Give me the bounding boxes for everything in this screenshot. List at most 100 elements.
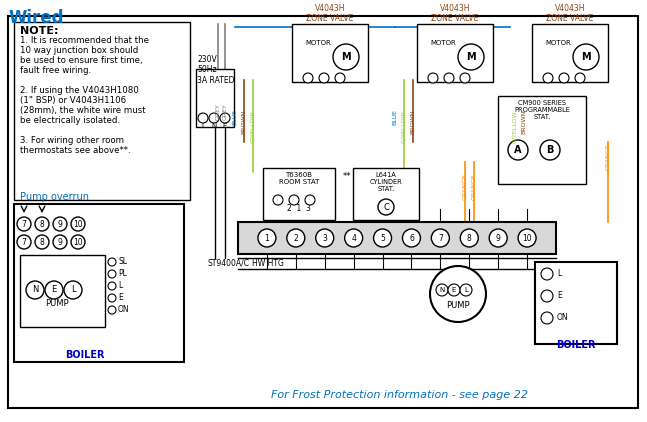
Text: fault free wiring.: fault free wiring. xyxy=(20,66,91,75)
Bar xyxy=(263,168,335,220)
Circle shape xyxy=(432,229,450,247)
Text: HW HTG: HW HTG xyxy=(252,259,284,268)
Text: 3. For wiring other room: 3. For wiring other room xyxy=(20,136,124,145)
Circle shape xyxy=(53,235,67,249)
Text: Pump overrun: Pump overrun xyxy=(20,192,89,202)
Bar xyxy=(238,222,556,254)
Circle shape xyxy=(460,229,478,247)
Text: 3: 3 xyxy=(322,233,327,243)
Circle shape xyxy=(35,235,49,249)
Circle shape xyxy=(541,290,553,302)
Circle shape xyxy=(305,195,315,205)
Text: PUMP: PUMP xyxy=(446,301,470,311)
Text: be electrically isolated.: be electrically isolated. xyxy=(20,116,120,125)
Bar xyxy=(535,262,617,344)
Circle shape xyxy=(460,284,472,296)
Text: 9: 9 xyxy=(58,238,63,246)
Circle shape xyxy=(428,73,438,83)
Circle shape xyxy=(540,140,560,160)
Text: be used to ensure first time,: be used to ensure first time, xyxy=(20,56,142,65)
Circle shape xyxy=(543,73,553,83)
Bar xyxy=(498,96,586,184)
Circle shape xyxy=(573,44,599,70)
Text: ON: ON xyxy=(557,314,569,322)
Text: Wired: Wired xyxy=(8,9,63,27)
Text: N: N xyxy=(439,287,444,293)
Circle shape xyxy=(45,281,63,299)
Text: 8: 8 xyxy=(39,238,45,246)
Text: L641A
CYLINDER
STAT.: L641A CYLINDER STAT. xyxy=(369,172,402,192)
Circle shape xyxy=(575,73,585,83)
Bar xyxy=(20,255,105,327)
Text: MOTOR: MOTOR xyxy=(545,40,571,46)
Bar xyxy=(532,24,608,82)
Text: N: N xyxy=(32,286,38,295)
Text: thermostats see above**.: thermostats see above**. xyxy=(20,146,131,155)
Text: 7: 7 xyxy=(438,233,443,243)
Text: **: ** xyxy=(343,172,351,181)
Text: 4: 4 xyxy=(351,233,356,243)
Text: BROWN: BROWN xyxy=(241,110,247,134)
Circle shape xyxy=(559,73,569,83)
Circle shape xyxy=(64,281,82,299)
Circle shape xyxy=(53,217,67,231)
Bar xyxy=(14,22,190,200)
Text: ORANGE: ORANGE xyxy=(606,143,611,170)
Text: 2. If using the V4043H1080: 2. If using the V4043H1080 xyxy=(20,86,138,95)
Circle shape xyxy=(108,294,116,302)
Circle shape xyxy=(541,312,553,324)
Text: E: E xyxy=(223,123,227,129)
Circle shape xyxy=(335,73,345,83)
Text: 2: 2 xyxy=(294,233,298,243)
Text: SL: SL xyxy=(118,257,127,267)
Text: 7: 7 xyxy=(21,238,27,246)
Text: 1. It is recommended that the: 1. It is recommended that the xyxy=(20,36,149,45)
Text: 8: 8 xyxy=(467,233,472,243)
Circle shape xyxy=(316,229,334,247)
Text: 7: 7 xyxy=(21,219,27,228)
Circle shape xyxy=(289,195,299,205)
Text: E: E xyxy=(118,293,123,303)
Circle shape xyxy=(430,266,486,322)
Text: BOILER: BOILER xyxy=(65,350,105,360)
Text: 10: 10 xyxy=(73,219,83,228)
Text: 5: 5 xyxy=(380,233,385,243)
Text: 10: 10 xyxy=(522,233,532,243)
Circle shape xyxy=(35,217,49,231)
Text: ST9400A/C: ST9400A/C xyxy=(207,259,249,268)
Text: V4043H
ZONE VALVE
HTG1: V4043H ZONE VALVE HTG1 xyxy=(306,4,354,34)
Text: G/YELLOW: G/YELLOW xyxy=(250,111,256,143)
Circle shape xyxy=(273,195,283,205)
Circle shape xyxy=(345,229,362,247)
Text: E: E xyxy=(452,287,456,293)
Text: 10 way junction box should: 10 way junction box should xyxy=(20,46,138,55)
Circle shape xyxy=(17,235,31,249)
Bar xyxy=(14,204,184,362)
Bar xyxy=(292,24,368,82)
Circle shape xyxy=(518,229,536,247)
Text: 10: 10 xyxy=(73,238,83,246)
Text: NOTE:: NOTE: xyxy=(20,26,58,36)
Text: GREY: GREY xyxy=(215,103,221,120)
Circle shape xyxy=(373,229,391,247)
Circle shape xyxy=(26,281,44,299)
Circle shape xyxy=(436,284,448,296)
Text: BLUE: BLUE xyxy=(393,109,397,125)
Text: 8: 8 xyxy=(39,219,45,228)
Circle shape xyxy=(17,217,31,231)
Text: PL: PL xyxy=(118,270,127,279)
Circle shape xyxy=(444,73,454,83)
Circle shape xyxy=(508,140,528,160)
Circle shape xyxy=(541,268,553,280)
Circle shape xyxy=(108,306,116,314)
Circle shape xyxy=(108,270,116,278)
Text: MOTOR: MOTOR xyxy=(305,40,331,46)
Text: G/YELLOW: G/YELLOW xyxy=(402,111,406,143)
Circle shape xyxy=(209,113,219,123)
Text: 230V
50Hz
3A RATED: 230V 50Hz 3A RATED xyxy=(197,55,234,85)
Circle shape xyxy=(402,229,421,247)
Text: 1: 1 xyxy=(265,233,269,243)
Text: V4043H
ZONE VALVE
HW: V4043H ZONE VALVE HW xyxy=(432,4,479,34)
Text: ORANGE: ORANGE xyxy=(472,173,476,200)
Circle shape xyxy=(71,235,85,249)
